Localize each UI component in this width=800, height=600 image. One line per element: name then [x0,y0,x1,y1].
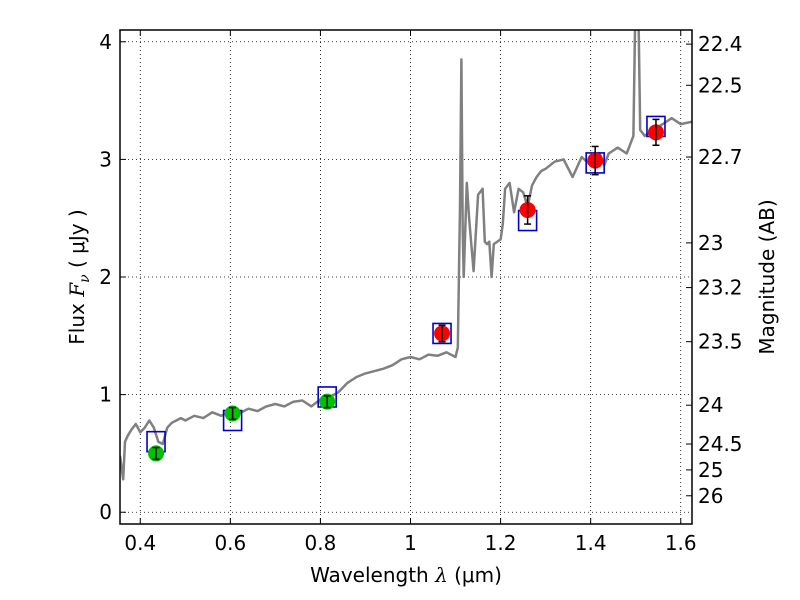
y-tick-label: 1 [99,383,112,407]
x-tick-label: 0.6 [214,531,246,555]
tick-marks [120,30,692,524]
y-tick-label: 4 [99,30,112,54]
x-tick-label: 0.8 [305,531,337,555]
y2-tick-label: 24 [698,393,723,417]
y2-tick-label: 22.5 [698,73,743,97]
y2-tick-label: 22.7 [698,145,743,169]
y2-tick-label: 23.2 [698,276,743,300]
y-axis-label: Flux Fν ( μJy ) [65,209,93,344]
x-tick-label: 1 [404,531,417,555]
y2-tick-label: 26 [698,484,723,508]
plot-background [120,30,692,524]
y2-tick-label: 23 [698,231,723,255]
x-tick-label: 1.6 [665,531,697,555]
y2-tick-label: 24.5 [698,432,743,456]
x-tick-label: 0.4 [124,531,156,555]
series-layer [120,30,692,481]
model-band-square [432,322,452,345]
y2-axis-label: Magnitude (AB) [755,199,779,354]
y-tick-label: 0 [99,500,112,524]
x-axis-label: Wavelength λ (μm) [310,563,502,587]
y2-tick-label: 22.4 [698,32,743,56]
y2-tick-label: 25 [698,458,723,482]
y-tick-label: 3 [99,147,112,171]
y2-tick-label: 23.5 [698,330,743,354]
y-tick-label: 2 [99,265,112,289]
x-tick-label: 1.4 [575,531,607,555]
x-tick-label: 1.2 [485,531,517,555]
